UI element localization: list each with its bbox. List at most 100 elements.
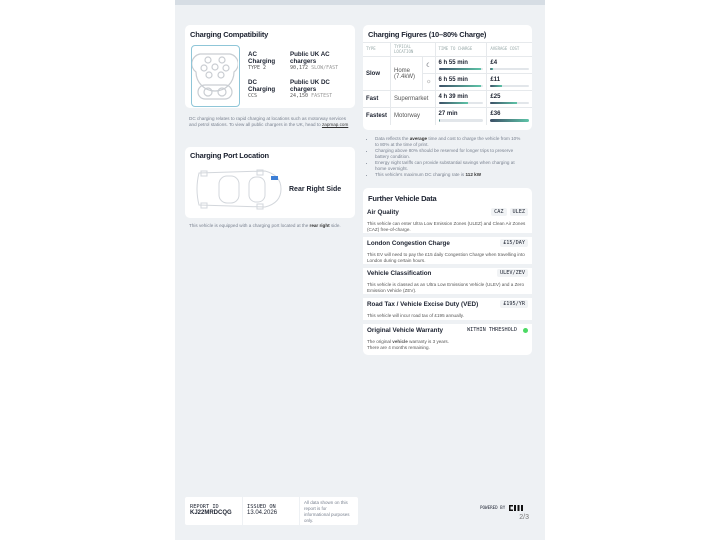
bar-fill: [438, 67, 482, 71]
air-quality-row: Air Quality CAZ ULEZ This vehicle can enter…: [367, 208, 528, 233]
report-id: REPORT ID KJ22MRDCQG: [190, 504, 232, 516]
value: KJ22MRDCQG: [190, 510, 232, 516]
row-desc: This vehicle is classed as an Ultra Low …: [367, 282, 525, 293]
time-cell: 4 h 39 min: [434, 90, 488, 108]
charging-compatibility-card: Charging Compatibility AC Charging TYPE 2…: [185, 25, 355, 108]
time-value: 4 h 39 min: [438, 93, 468, 100]
label: REPORT ID: [190, 504, 219, 510]
charging-figures-table: TYPE TYPICAL LOCATION TIME TO CHARGE AVERAG…: [363, 42, 532, 125]
compat-note: DC charging relates to rapid charging at…: [189, 116, 354, 128]
header-cost: AVERAGE COST: [486, 42, 532, 57]
t2: time and cost to charge the vehicle from…: [375, 136, 521, 147]
table-row: Fastest Motorway 27 min £36: [363, 107, 532, 125]
badge: ULEZ: [509, 208, 528, 216]
label: ISSUED ON: [247, 504, 276, 510]
note-item: Data reflects the average time and cost …: [375, 136, 525, 148]
type-cell: Slow: [363, 56, 392, 91]
issued-on: ISSUED ON 13.04.2026: [247, 504, 277, 516]
note-item: Charging above 80% should be reserved fo…: [375, 148, 525, 160]
label: POWERED BY: [480, 505, 506, 510]
bar-fill: [438, 84, 482, 88]
footer-info: REPORT ID KJ22MRDCQG ISSUED ON 13.04.2026 …: [185, 497, 358, 525]
connector-icon: [191, 45, 240, 107]
b: 112 kW: [465, 171, 482, 177]
further-vehicle-data-card: Further Vehicle Data Air Quality CAZ ULEZ T…: [363, 188, 532, 355]
sun-icon: ☼: [422, 73, 436, 91]
port-location: Rear Right Side: [289, 186, 342, 193]
figures-notes: Data reflects the average time and cost …: [375, 136, 525, 178]
location-cell: Motorway: [390, 107, 436, 125]
ac-charging: AC Charging TYPE 2: [248, 51, 283, 71]
row-desc: This vehicle can enter Ultra Low Emissio…: [367, 221, 526, 232]
time-value: 27 min: [438, 111, 458, 117]
note-bold: rear right: [309, 223, 330, 228]
bar-fill: [438, 101, 468, 105]
row-title: London Congestion Charge: [367, 240, 450, 247]
bar-fill: [490, 119, 529, 122]
b: vehicle: [392, 339, 408, 344]
cost-bar: [490, 119, 529, 122]
t: warranty is 3 years.: [407, 339, 449, 344]
time-value: 6 h 55 min: [438, 59, 468, 66]
type-cell: Fastest: [363, 107, 392, 125]
badge: ULEV/ZEV: [497, 269, 528, 277]
cost-value: £4: [490, 59, 498, 66]
zapmap-link[interactable]: zapmap.com: [321, 121, 349, 127]
time-cell: 27 min: [434, 107, 488, 125]
warranty-row: Original Vehicle Warranty WITHIN THRESHOL…: [367, 326, 528, 351]
time-bar: [438, 119, 484, 122]
top-bar: [175, 0, 545, 5]
page-number: 2/3: [519, 514, 529, 521]
charging-port-card: Charging Port Location Rear Right Side: [185, 147, 355, 218]
cost-value: £25: [490, 93, 501, 100]
location-cell: Supermarket: [390, 90, 436, 108]
row-desc: This EV will need to pay the £15 daily C…: [367, 252, 525, 263]
moon-icon: ☾: [422, 56, 436, 74]
powered-by: POWERED BY: [480, 504, 524, 511]
port-note: This vehicle is equipped with a charging…: [189, 223, 354, 229]
location-cell: Home (7.4kW): [390, 56, 424, 91]
badge: CAZ: [491, 208, 507, 216]
cost-bar: [490, 67, 529, 71]
header-time: TIME TO CHARGE: [434, 42, 488, 57]
card-title: Charging Figures (10–80% Charge): [368, 30, 487, 39]
car-top-view-icon: [196, 169, 282, 210]
time-cell: 6 h 55 min: [434, 56, 488, 74]
cost-bar: [490, 101, 529, 105]
disclaimer: All data shown on this report is for inf…: [304, 500, 350, 523]
badge: WITHIN THRESHOLD: [464, 326, 520, 334]
note-item: This vehicle's maximum DC charging rate …: [375, 172, 525, 178]
congestion-row: London Congestion Charge £15/DAY This EV w…: [367, 239, 528, 264]
bar-fill: [490, 84, 502, 88]
type-cell: Fast: [363, 90, 392, 108]
cost-bar: [490, 84, 529, 88]
report-page: Charging Compatibility AC Charging TYPE 2…: [175, 0, 545, 540]
time-bar: [438, 67, 484, 71]
divider: [363, 320, 532, 324]
classification-row: Vehicle Classification ULEV/ZEV This vehic…: [367, 269, 528, 294]
cost-cell: £4: [486, 56, 532, 74]
time-bar: [438, 84, 484, 88]
dc-type: CCS: [248, 93, 258, 99]
card-title: Charging Port Location: [190, 151, 269, 160]
dc-public-label: Public UK DC chargers: [290, 79, 330, 93]
time-cell: 6 h 55 min: [434, 73, 488, 91]
table-row: Slow Home (7.4kW) ☾ 6 h 55 min £4: [363, 56, 532, 91]
t: This vehicle's maximum DC charging rate …: [375, 171, 466, 177]
brand-logo-icon: [509, 505, 524, 511]
cost-cell: £25: [486, 90, 532, 108]
ac-speed: SLOW/FAST: [311, 65, 339, 71]
value: 13.04.2026: [247, 510, 278, 516]
cost-value: £11: [490, 76, 501, 83]
row-title: Original Vehicle Warranty: [367, 327, 444, 334]
card-title: Further Vehicle Data: [368, 194, 437, 203]
note-text: This vehicle is equipped with a charging…: [189, 223, 310, 228]
time-bar: [438, 101, 484, 105]
dc-charging: DC Charging CCS: [248, 79, 283, 99]
header-type: TYPE: [363, 42, 392, 57]
row-title: Road Tax / Vehicle Excise Duty (VED): [367, 301, 479, 308]
cost-value: £36: [490, 111, 501, 117]
note-item: Energy night tariffs can provide substan…: [375, 160, 525, 172]
note-text: DC charging relates to rapid charging at…: [189, 116, 347, 127]
dc-label: DC Charging: [248, 79, 276, 93]
